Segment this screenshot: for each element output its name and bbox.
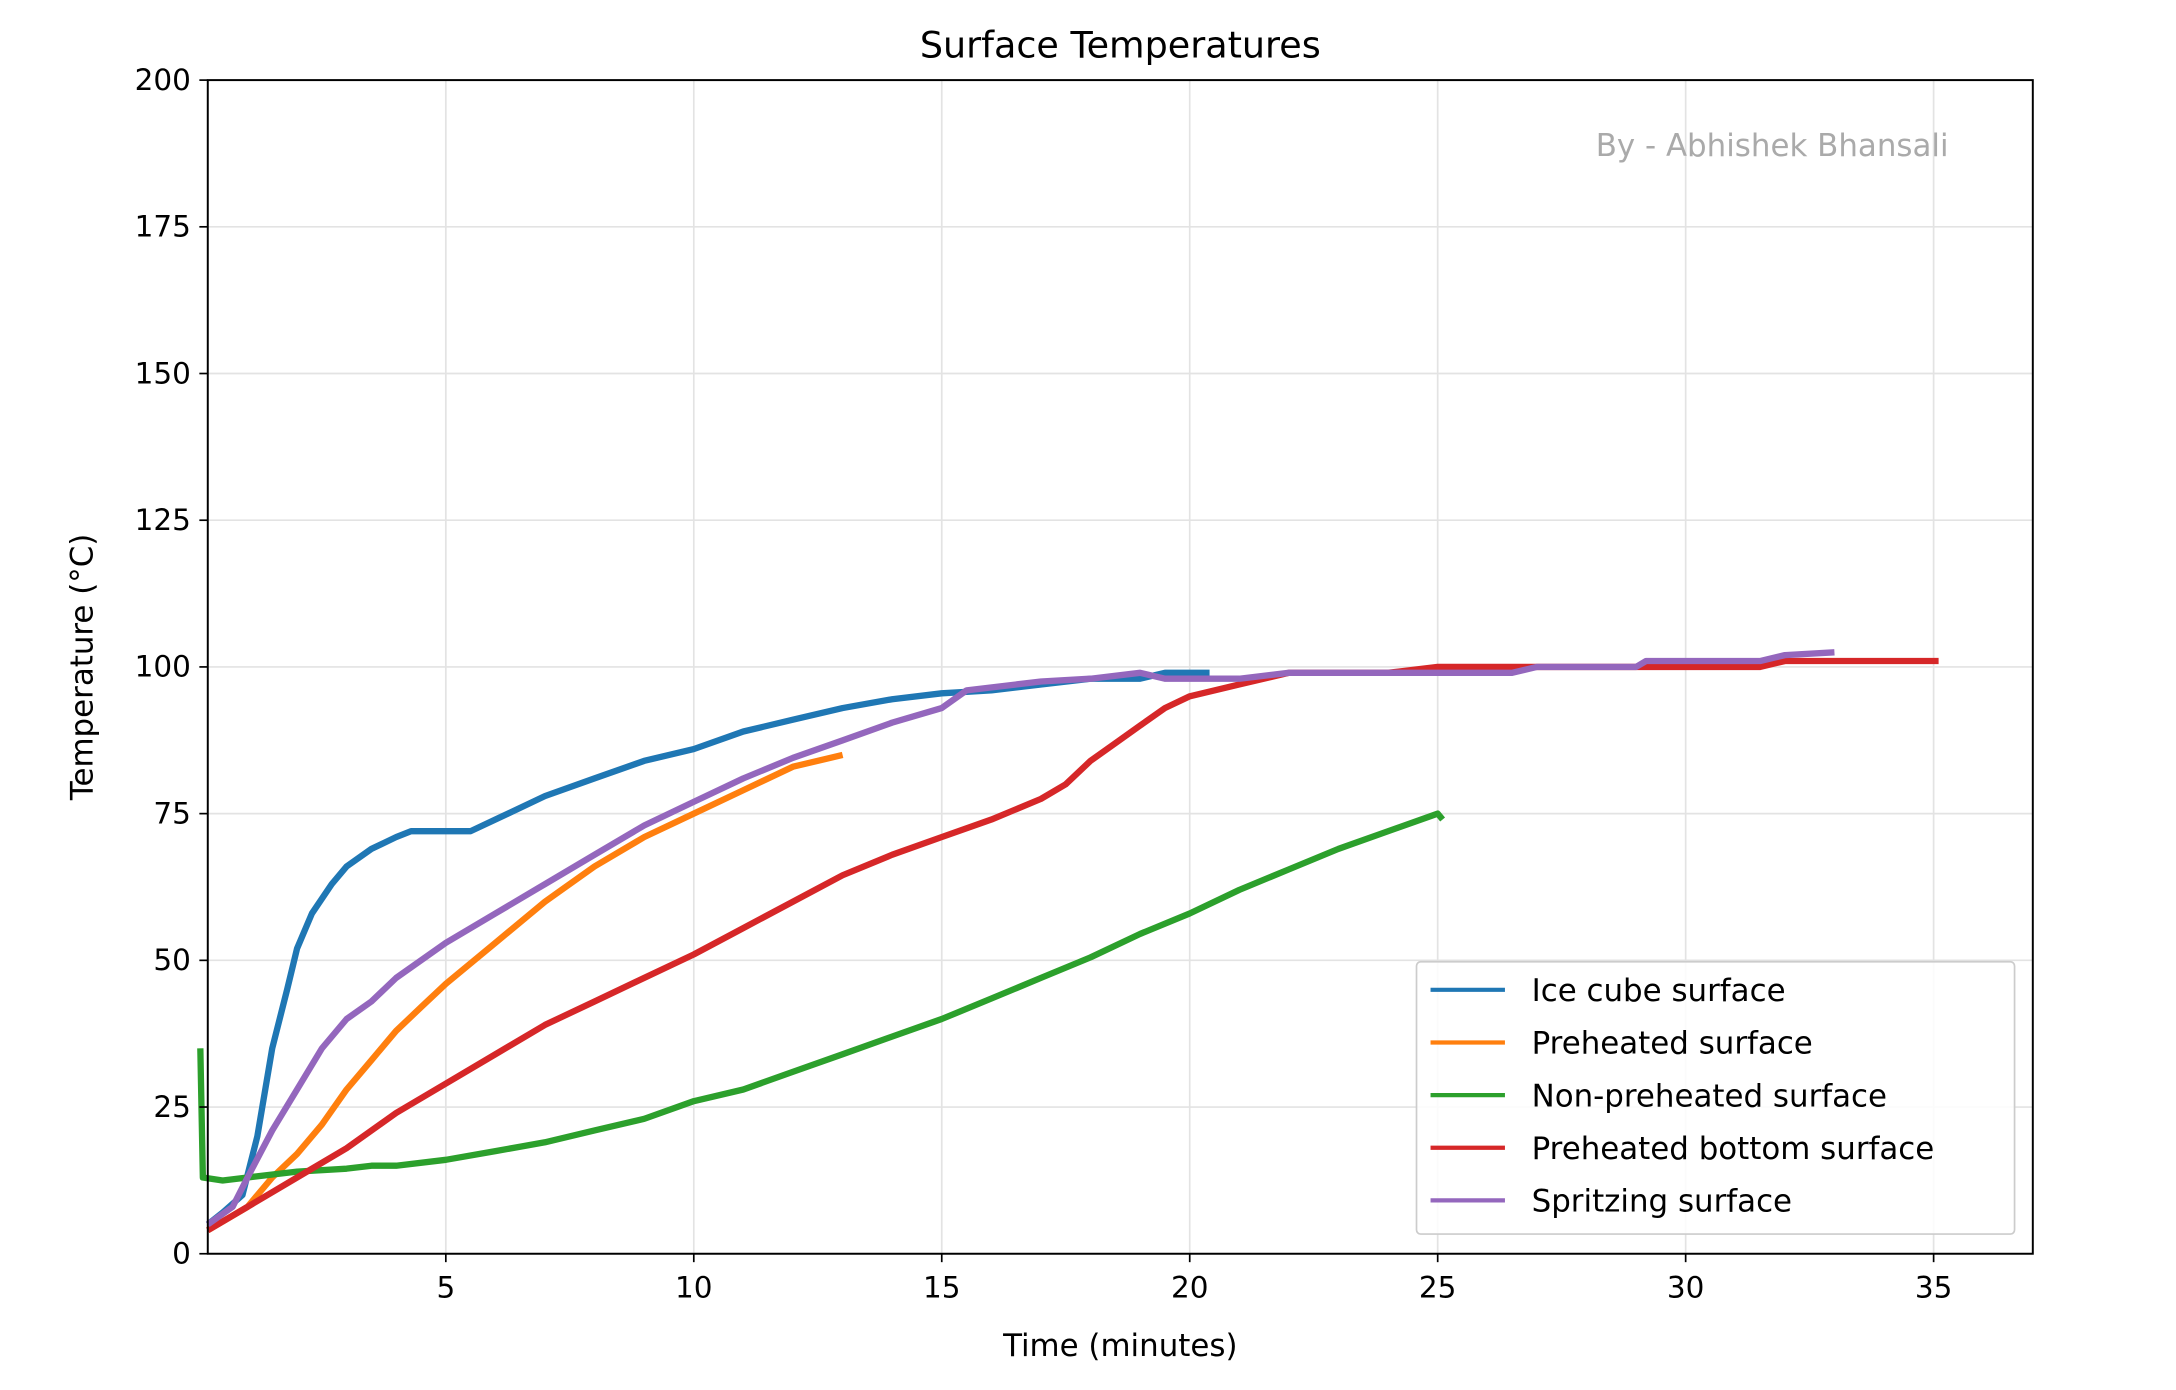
legend: Ice cube surface Preheated surface Non-pre… xyxy=(1415,960,2016,1235)
legend-label-1: Preheated surface xyxy=(1532,1026,1813,1062)
x-tick-label: 25 xyxy=(1419,1270,1457,1304)
x-tick-label: 5 xyxy=(436,1270,455,1304)
y-tick-label: 50 xyxy=(153,943,191,977)
x-axis-ticks: 5 10 15 20 25 30 35 xyxy=(436,1253,1953,1304)
legend-label-4: Spritzing surface xyxy=(1532,1184,1792,1220)
x-tick-label: 10 xyxy=(675,1270,713,1304)
y-axis-label: Temperature (°C) xyxy=(65,534,101,801)
chart-title: Surface Temperatures xyxy=(920,24,1321,67)
legend-label-3: Preheated bottom surface xyxy=(1532,1131,1935,1167)
y-tick-label: 25 xyxy=(153,1090,191,1124)
x-tick-label: 35 xyxy=(1915,1270,1953,1304)
y-tick-label: 0 xyxy=(172,1237,191,1271)
legend-label-0: Ice cube surface xyxy=(1532,973,1786,1009)
y-axis-ticks: 0 25 50 75 100 125 150 175 200 xyxy=(135,63,208,1271)
x-tick-label: 30 xyxy=(1667,1270,1705,1304)
series-line-2 xyxy=(197,810,1446,1184)
x-tick-label: 15 xyxy=(923,1270,961,1304)
y-tick-label: 200 xyxy=(135,63,191,97)
y-tick-label: 125 xyxy=(135,503,191,537)
legend-box xyxy=(1415,960,2016,1235)
series-line-1 xyxy=(206,751,844,1234)
x-tick-label: 20 xyxy=(1171,1270,1209,1304)
y-tick-label: 75 xyxy=(153,796,191,830)
series-line-4 xyxy=(205,649,1835,1227)
y-tick-label: 175 xyxy=(135,210,191,244)
watermark-annotation: By - Abhishek Bhansali xyxy=(1596,128,1949,164)
series-lines xyxy=(197,649,1939,1234)
y-tick-label: 100 xyxy=(135,650,191,684)
x-axis-label: Time (minutes) xyxy=(1002,1328,1237,1364)
y-tick-label: 150 xyxy=(135,356,191,390)
legend-label-2: Non-preheated surface xyxy=(1532,1078,1887,1114)
